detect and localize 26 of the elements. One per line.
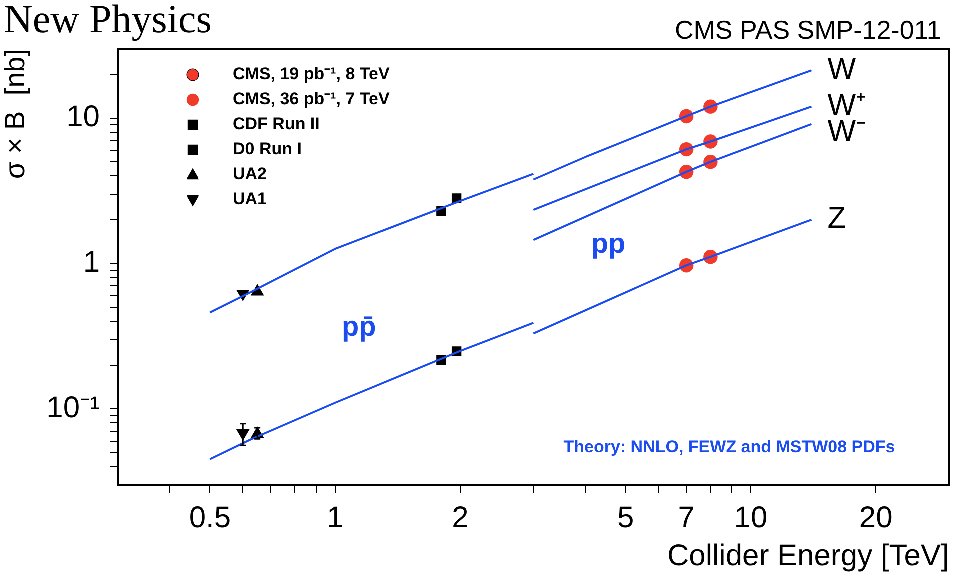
- x-tick-label: 10: [734, 501, 768, 534]
- chart-title: New Physics: [4, 0, 212, 42]
- series-label: W⁻: [828, 115, 866, 148]
- x-axis-title: Collider Energy [TeV]: [668, 539, 950, 572]
- x-tick-label: 7: [678, 501, 695, 534]
- y-axis-title: σ × B [nb]: [0, 49, 31, 180]
- legend-label: UA1: [233, 190, 268, 209]
- y-tick-label: 1: [83, 246, 100, 279]
- chart-subtitle: CMS PAS SMP-12-011: [674, 15, 942, 46]
- legend-label: CMS, 19 pb⁻¹, 8 TeV: [233, 64, 390, 84]
- y-tick-label: 10⁻¹: [46, 391, 100, 424]
- x-tick-label: 5: [618, 501, 634, 534]
- annotation: pp̄: [342, 310, 376, 342]
- x-tick-label: 20: [859, 501, 893, 534]
- legend-label: CDF Run II: [233, 114, 320, 134]
- y-tick-label: 10: [66, 100, 100, 134]
- legend-label: CMS, 36 pb⁻¹, 7 TeV: [233, 90, 390, 109]
- x-tick-label: 1: [326, 501, 344, 534]
- legend-label: UA2: [233, 164, 268, 184]
- legend-label: D0 Run I: [233, 140, 302, 159]
- series-label: W: [828, 52, 857, 86]
- annotation: pp: [591, 228, 626, 259]
- series-label: Z: [828, 202, 846, 236]
- annotation: Theory: NNLO, FEWZ and MSTW08 PDFs: [564, 438, 896, 457]
- x-tick-label: 0.5: [189, 501, 232, 534]
- x-tick-label: 2: [452, 501, 469, 534]
